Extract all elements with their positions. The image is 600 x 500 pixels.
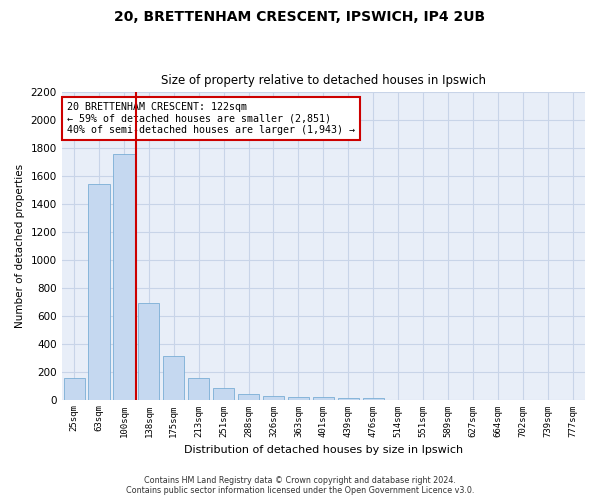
Bar [362,398,384,400]
Bar [64,378,85,400]
Bar [288,397,309,400]
Bar [263,396,284,400]
Bar [113,154,134,400]
Bar [88,184,110,400]
Title: Size of property relative to detached houses in Ipswich: Size of property relative to detached ho… [161,74,486,87]
Bar [138,303,160,400]
Bar [213,388,234,400]
Text: 20, BRETTENHAM CRESCENT, IPSWICH, IP4 2UB: 20, BRETTENHAM CRESCENT, IPSWICH, IP4 2U… [115,10,485,24]
Bar [188,378,209,400]
Bar [338,398,359,400]
Y-axis label: Number of detached properties: Number of detached properties [15,164,25,328]
Bar [313,398,334,400]
Bar [163,356,184,400]
X-axis label: Distribution of detached houses by size in Ipswich: Distribution of detached houses by size … [184,445,463,455]
Bar [238,394,259,400]
Text: 20 BRETTENHAM CRESCENT: 122sqm
← 59% of detached houses are smaller (2,851)
40% : 20 BRETTENHAM CRESCENT: 122sqm ← 59% of … [67,102,355,134]
Text: Contains HM Land Registry data © Crown copyright and database right 2024.
Contai: Contains HM Land Registry data © Crown c… [126,476,474,495]
